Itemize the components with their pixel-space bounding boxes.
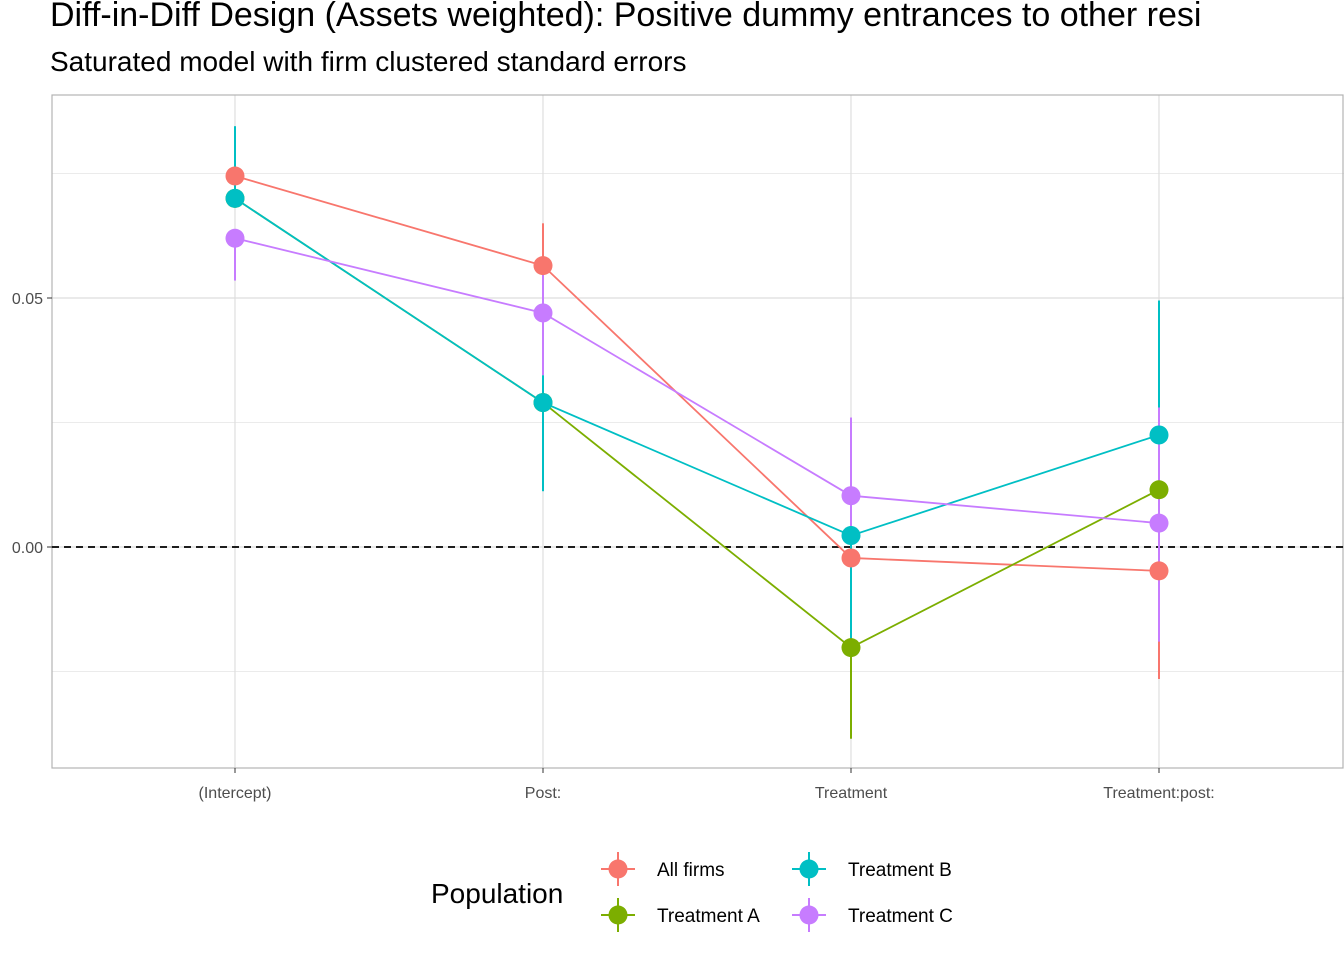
data-point	[1149, 561, 1169, 581]
legend-item: Treatment A	[601, 898, 760, 932]
data-point	[841, 548, 861, 568]
panel-border	[51, 94, 1344, 769]
series-line	[234, 197, 1160, 537]
series-lines	[234, 175, 1160, 649]
legend-key-point	[608, 905, 628, 925]
legend-key-point	[799, 905, 819, 925]
series-points	[225, 166, 1169, 658]
legend-label: All firms	[657, 860, 725, 881]
x-tick-label: Post:	[525, 785, 561, 802]
x-tick-label: Treatment	[815, 785, 888, 802]
chart-title: Diff-in-Diff Design (Assets weighted): P…	[50, 0, 1202, 34]
chart-subtitle: Saturated model with firm clustered stan…	[50, 46, 687, 77]
legend-key-point	[608, 859, 628, 879]
data-point	[533, 303, 553, 323]
data-point	[841, 638, 861, 658]
legend: Population All firms Treatment A Treatment …	[431, 852, 953, 932]
legend-label: Treatment A	[657, 906, 760, 927]
legend-title: Population	[431, 878, 563, 909]
data-point	[225, 188, 245, 208]
axes: 0.00 0.05 (Intercept) Post: Treatment Treatme…	[12, 291, 1215, 802]
legend-item: All firms	[601, 852, 725, 886]
legend-label: Treatment C	[848, 906, 953, 927]
legend-key-point	[799, 859, 819, 879]
series-line	[234, 175, 1160, 572]
error-bars	[234, 126, 1160, 739]
data-point	[1149, 425, 1169, 445]
y-tick-label: 0.05	[12, 291, 43, 308]
x-tick-label: Treatment:post:	[1103, 785, 1214, 802]
data-point	[1149, 480, 1169, 500]
legend-item: Treatment B	[792, 852, 952, 886]
data-point	[533, 393, 553, 413]
series-line	[234, 237, 1160, 524]
data-point	[225, 228, 245, 248]
x-tick-label: (Intercept)	[199, 785, 272, 802]
legend-label: Treatment B	[848, 860, 952, 881]
data-point	[841, 486, 861, 506]
data-point	[841, 526, 861, 546]
y-tick-label: 0.00	[12, 540, 43, 557]
data-point	[225, 166, 245, 186]
legend-item: Treatment C	[792, 898, 953, 932]
data-point	[533, 256, 553, 276]
data-point	[1149, 513, 1169, 533]
